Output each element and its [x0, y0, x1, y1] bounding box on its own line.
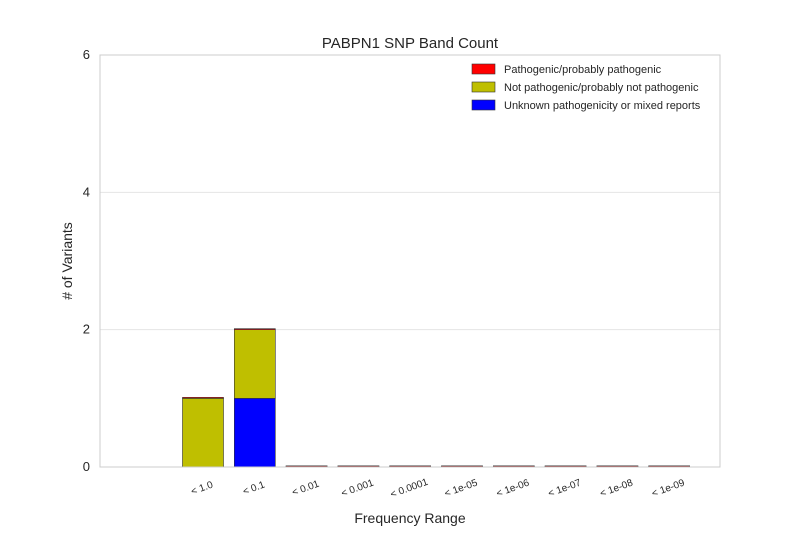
- bar: [234, 329, 276, 399]
- bar: [182, 398, 224, 468]
- bar: [234, 328, 276, 330]
- x-tick-label: < 1e-07: [547, 477, 583, 499]
- y-tick-label: 6: [83, 47, 90, 62]
- legend-swatch: [471, 81, 496, 93]
- x-tick-label: < 1.0: [190, 479, 215, 497]
- x-tick-label: < 1e-08: [599, 477, 635, 499]
- legend: Pathogenic/probably pathogenic Not pathog…: [471, 63, 701, 112]
- bar: [234, 398, 276, 468]
- x-tick-label: < 1e-06: [495, 477, 531, 499]
- legend-swatch: [471, 63, 496, 75]
- x-tick-label: < 1e-05: [443, 477, 479, 499]
- legend-label: Not pathogenic/probably not pathogenic: [504, 82, 699, 94]
- legend-label: Pathogenic/probably pathogenic: [504, 64, 662, 76]
- y-tick-labels: 0 2 4 6: [83, 47, 90, 474]
- x-tick-label: < 0.001: [340, 478, 376, 500]
- x-tick-label: < 1e-09: [650, 477, 686, 499]
- x-axis-label: Frequency Range: [354, 510, 466, 526]
- y-tick-label: 4: [83, 184, 90, 199]
- bars: [182, 328, 691, 468]
- x-tick-label: < 0.0001: [389, 477, 430, 501]
- y-axis-label: # of Variants: [59, 222, 75, 300]
- x-tick-label: < 0.01: [291, 479, 322, 499]
- chart-title: PABPN1 SNP Band Count: [322, 35, 499, 52]
- y-tick-label: 0: [83, 459, 90, 474]
- bar: [182, 397, 224, 399]
- legend-label: Unknown pathogenicity or mixed reports: [504, 100, 701, 112]
- plot-area-frame: [99, 54, 721, 468]
- x-tick-label: < 0.1: [241, 479, 266, 497]
- x-tick-labels: < 1.0 < 0.1 < 0.01 < 0.001 < 0.0001 < 1e-05 < …: [190, 477, 687, 501]
- legend-swatch: [471, 99, 496, 111]
- y-tick-label: 2: [83, 322, 90, 337]
